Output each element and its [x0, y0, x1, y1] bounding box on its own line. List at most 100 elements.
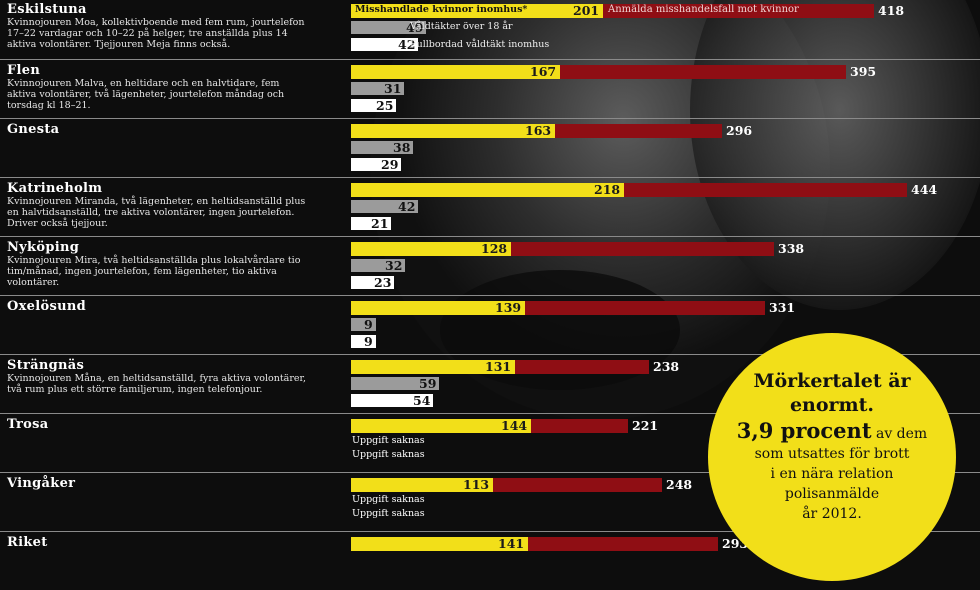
municipality-row: Riket 293 141 [0, 531, 980, 590]
bar-completed-rapes [351, 38, 418, 51]
municipality-name: Nyköping [7, 240, 80, 255]
municipality-name: Eskilstuna [7, 2, 87, 17]
missing-data-label: Uppgift saknas [352, 508, 425, 519]
legend-yellow-label: Misshandlade kvinnor inomhus* [355, 4, 528, 15]
municipality-row: Eskilstuna Kvinnojouren Moa, kollektivboe… [0, 0, 980, 59]
bar-abused-women [351, 242, 511, 256]
bar-completed-rapes [351, 99, 396, 112]
row-separator [0, 472, 980, 473]
bar-completed-rapes [351, 158, 401, 171]
value-rapes: 42 [398, 199, 416, 214]
value-completed-rapes: 54 [413, 393, 431, 408]
value-completed-rapes: 42 [398, 37, 416, 52]
bar-abused-women [351, 4, 603, 18]
value-completed-rapes: 23 [374, 275, 392, 290]
row-separator [0, 413, 980, 414]
value-rapes: 38 [393, 140, 411, 155]
value-abused-women: 141 [498, 536, 525, 551]
municipality-row: Gnesta 296 163 38 29 [0, 118, 980, 177]
municipality-name: Gnesta [7, 122, 60, 137]
bar-abused-women [351, 478, 493, 492]
bar-abused-women [351, 65, 560, 79]
value-reported-assaults: 395 [850, 64, 877, 79]
value-reported-assaults: 248 [666, 477, 693, 492]
bar-rapes [351, 141, 413, 154]
legend-gray-label: Våldtäkter över 18 år [410, 21, 513, 32]
municipality-description: Kvinnojouren Malva, en heltidare och en … [7, 78, 285, 111]
municipality-description: Kvinnojouren Miranda, två lägenheter, en… [7, 196, 306, 229]
bar-abused-women [351, 537, 528, 551]
bar-abused-women [351, 419, 531, 433]
value-completed-rapes: 9 [364, 334, 373, 349]
missing-data-label: Uppgift saknas [352, 435, 425, 446]
value-reported-assaults: 338 [778, 241, 805, 256]
value-abused-women: 163 [525, 123, 552, 138]
municipality-name: Strängnäs [7, 358, 85, 373]
value-reported-assaults: 238 [653, 359, 680, 374]
value-rapes: 49 [406, 20, 424, 35]
municipality-description: Kvinnojouren Måna, en heltidsanställd, f… [7, 373, 307, 395]
bar-abused-women [351, 124, 555, 138]
callout-body: 3,9 procent av dem som utsattes för brot… [708, 418, 956, 524]
bar-abused-women [351, 301, 525, 315]
callout-heading: Mörkertalet är enormt. [708, 369, 956, 417]
value-abused-women: 139 [495, 300, 522, 315]
callout-rest4: polisanmälde [784, 486, 880, 502]
value-reported-assaults: 444 [911, 182, 938, 197]
row-separator [0, 354, 980, 355]
value-rapes: 9 [364, 317, 373, 332]
municipality-row: Katrineholm Kvinnojouren Miranda, två läg… [0, 177, 980, 236]
municipality-row: Oxelösund 331 139 9 9 [0, 295, 980, 354]
row-separator [0, 531, 980, 532]
municipality-description: Kvinnojouren Moa, kollektivboende med fe… [7, 17, 305, 50]
municipality-name: Vingåker [7, 476, 76, 491]
municipality-name: Katrineholm [7, 181, 103, 196]
value-completed-rapes: 21 [371, 216, 389, 231]
bar-completed-rapes [351, 394, 433, 407]
value-reported-assaults: 221 [632, 418, 659, 433]
bar-rapes [351, 82, 404, 95]
missing-data-label: Uppgift saknas [352, 449, 425, 460]
missing-data-label: Uppgift saknas [352, 494, 425, 505]
value-reported-assaults: 331 [769, 300, 796, 315]
value-abused-women: 113 [463, 477, 490, 492]
value-rapes: 31 [384, 81, 402, 96]
bar-abused-women [351, 183, 624, 197]
municipality-row: Trosa 221 144 Uppgift saknas Uppgift saknas [0, 413, 980, 472]
municipality-name: Trosa [7, 417, 49, 432]
value-abused-women: 167 [530, 64, 557, 79]
value-abused-women: 201 [573, 3, 600, 18]
bar-rapes [351, 318, 376, 331]
callout-rest3: i en nära relation [770, 466, 894, 482]
callout-highlight: 3,9 procent [736, 418, 872, 443]
legend-white-label: Fullbordad våldtäkt inomhus [410, 39, 550, 50]
bar-completed-rapes [351, 335, 376, 348]
bar-completed-rapes [351, 276, 394, 289]
row-separator [0, 295, 980, 296]
value-abused-women: 144 [501, 418, 528, 433]
value-completed-rapes: 25 [376, 98, 394, 113]
bar-completed-rapes [351, 217, 391, 230]
value-rapes: 59 [419, 376, 437, 391]
callout-line2: enormt. [789, 394, 875, 416]
row-separator [0, 236, 980, 237]
callout-circle: Mörkertalet är enormt. 3,9 procent av de… [708, 333, 956, 581]
bar-rapes [351, 200, 418, 213]
value-abused-women: 128 [481, 241, 508, 256]
municipality-row: Flen Kvinnojouren Malva, en heltidare och… [0, 59, 980, 118]
callout-rest1: av dem [875, 426, 928, 442]
value-abused-women: 218 [594, 182, 621, 197]
bar-abused-women [351, 360, 515, 374]
legend-red-label: Anmälda misshandelsfall mot kvinnor [608, 4, 799, 15]
municipality-row: Strängnäs Kvinnojouren Måna, en heltidsan… [0, 354, 980, 413]
bar-rapes [351, 377, 439, 390]
callout-rest5: år 2012. [802, 506, 862, 522]
value-rapes: 32 [385, 258, 403, 273]
callout-rest2: som utsattes för brott [754, 446, 910, 462]
municipality-row: Vingåker 248 113 Uppgift saknas Uppgift sakn… [0, 472, 980, 531]
bar-rapes [351, 21, 426, 34]
chart-area: Eskilstuna Kvinnojouren Moa, kollektivboe… [0, 0, 980, 551]
municipality-description: Kvinnojouren Mira, två heltidsanställda … [7, 255, 301, 288]
municipality-row: Nyköping Kvinnojouren Mira, två heltidsan… [0, 236, 980, 295]
value-abused-women: 131 [485, 359, 512, 374]
